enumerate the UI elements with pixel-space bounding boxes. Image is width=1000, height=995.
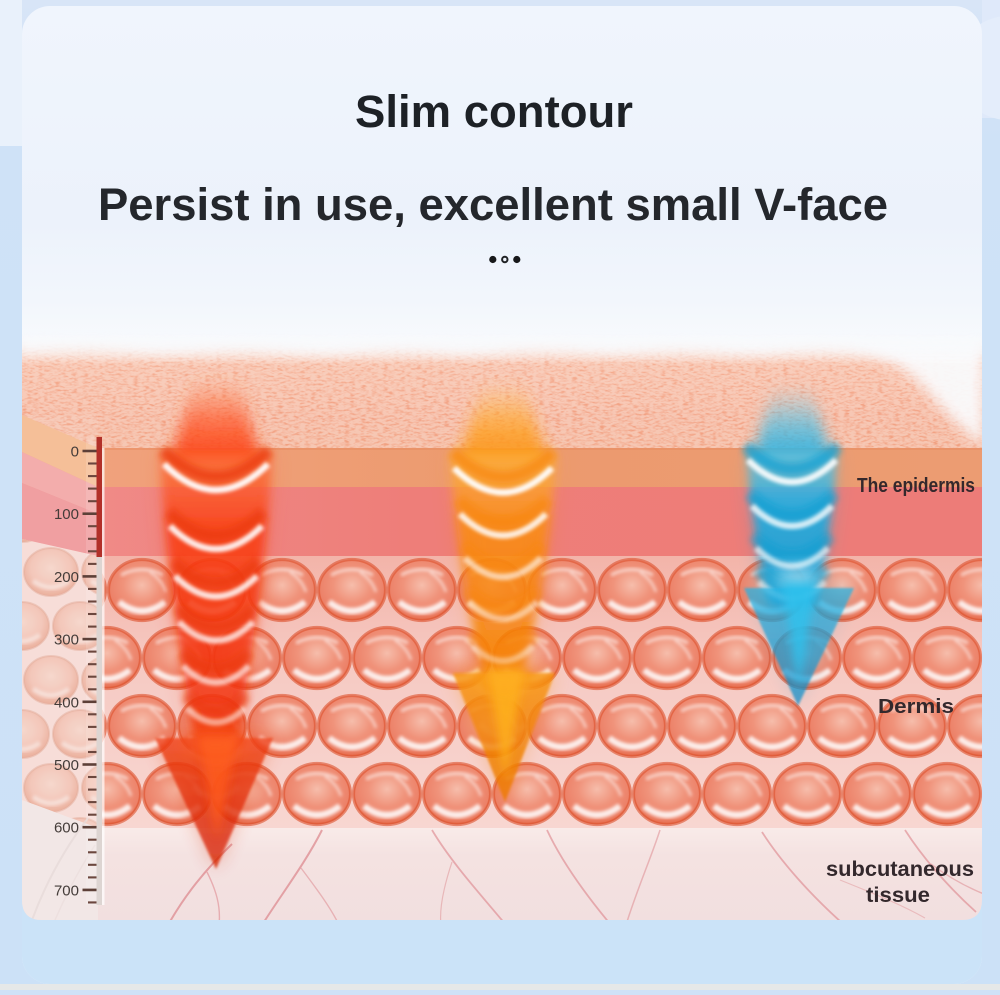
svg-text:300: 300 — [54, 632, 79, 649]
svg-text:subcutaneous: subcutaneous — [826, 858, 974, 881]
svg-text:0: 0 — [71, 444, 79, 461]
svg-text:tissue: tissue — [866, 884, 930, 907]
svg-text:Slim contour: Slim contour — [355, 86, 633, 137]
svg-text:Dermis: Dermis — [878, 695, 954, 718]
svg-text:400: 400 — [54, 694, 79, 711]
svg-text:600: 600 — [54, 820, 79, 837]
svg-text:100: 100 — [54, 506, 79, 523]
svg-text:700: 700 — [54, 882, 79, 899]
svg-text:The epidermis: The epidermis — [857, 475, 975, 497]
svg-text:Persist in use, excellent smal: Persist in use, excellent small V-face — [98, 179, 888, 230]
svg-text:200: 200 — [54, 569, 79, 586]
svg-text:500: 500 — [54, 757, 79, 774]
